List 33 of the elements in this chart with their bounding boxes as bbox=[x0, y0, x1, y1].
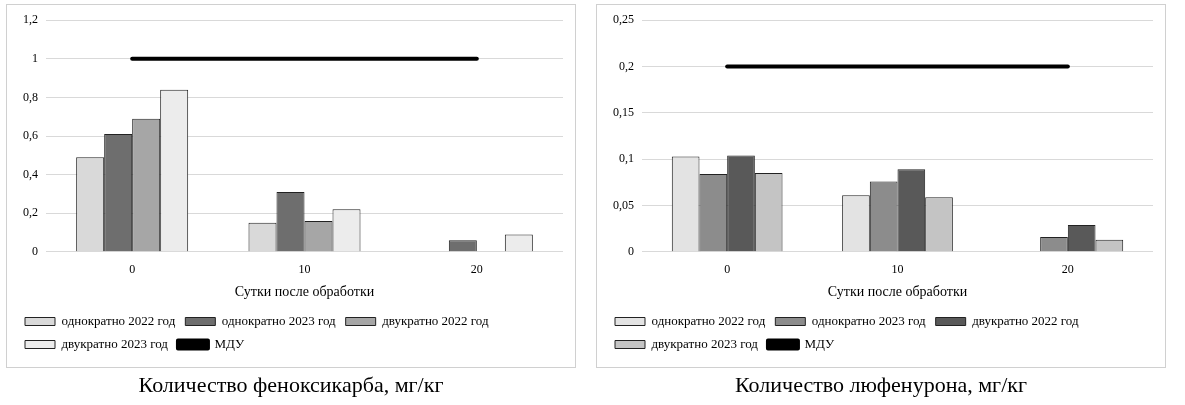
x-tick-label: 0 bbox=[129, 262, 136, 277]
legend-label: двукратно 2022 год bbox=[382, 312, 489, 328]
legend-label: однократно 2023 год bbox=[221, 312, 337, 328]
x-tick-label: 20 bbox=[470, 262, 483, 277]
y-tick-label: 0 bbox=[628, 243, 634, 258]
y-tick-label: 0,05 bbox=[613, 197, 634, 212]
y-tick-label: 0,25 bbox=[613, 12, 634, 27]
x-tick-label: 10 bbox=[298, 262, 311, 277]
text: Количество феноксикарба, мг/кг bbox=[137, 372, 445, 398]
legend-label: однократно 2023 год bbox=[811, 312, 927, 328]
y-tick-label: 0,2 bbox=[619, 58, 634, 73]
y-tick-label: 0,15 bbox=[613, 105, 634, 119]
text: Количество люфенурона, мг/кг bbox=[734, 372, 1028, 398]
legend-label: МДУ bbox=[804, 335, 836, 351]
x-tick-label: 0 bbox=[724, 262, 731, 277]
y-tick-label: 0 bbox=[32, 243, 38, 258]
legend-label: двукратно 2022 год bbox=[972, 312, 1079, 328]
y-tick-label: 0,8 bbox=[23, 89, 38, 104]
legend-label: двукратно 2023 год bbox=[61, 335, 169, 351]
y-tick-label: 1 bbox=[32, 50, 38, 65]
y-tick-label: 0,1 bbox=[619, 151, 634, 166]
x-axis-title: Сутки после обработки bbox=[827, 284, 968, 300]
legend-label: однократно 2022 год bbox=[61, 312, 176, 328]
y-tick-label: 0,6 bbox=[23, 128, 38, 143]
y-tick-label: 1,2 bbox=[23, 12, 38, 27]
y-tick-label: 0,2 bbox=[23, 205, 38, 220]
legend-label: двукратно 2023 год bbox=[651, 335, 759, 351]
legend-label: однократно 2022 год bbox=[651, 312, 766, 328]
legend-label: МДУ bbox=[214, 335, 246, 351]
x-tick-label: 10 bbox=[891, 262, 904, 277]
y-tick-label: 0,4 bbox=[23, 166, 38, 181]
x-tick-label: 20 bbox=[1061, 262, 1074, 277]
x-axis-title: Сутки после обработки bbox=[234, 284, 375, 300]
